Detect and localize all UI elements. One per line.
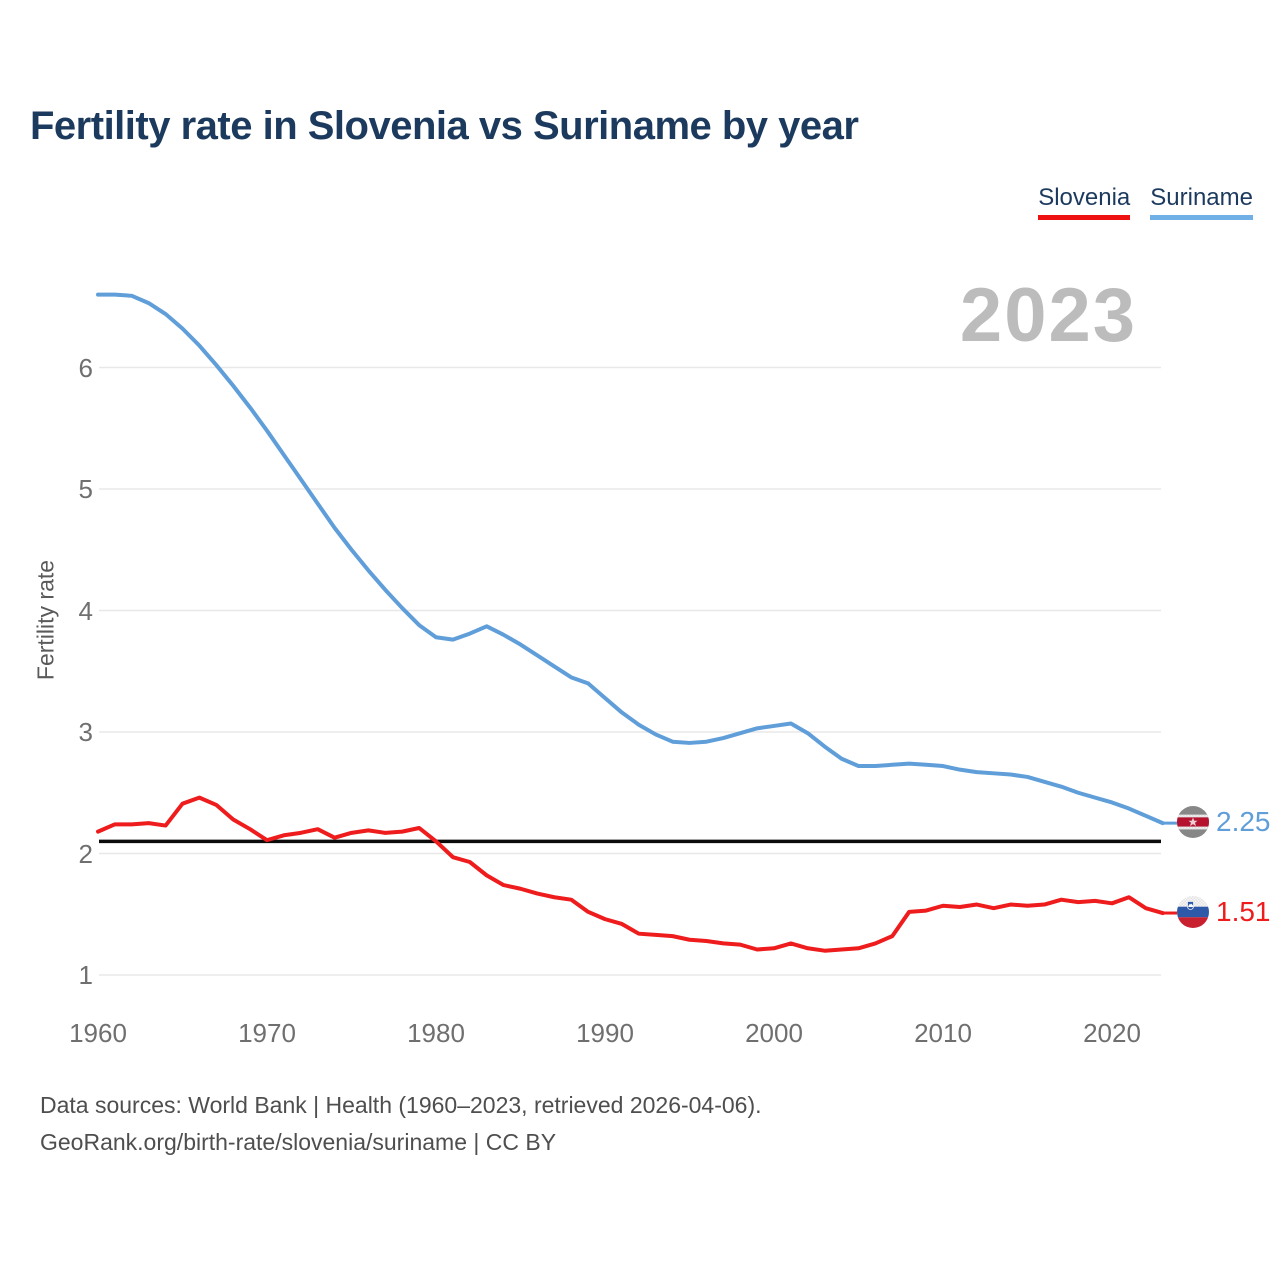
footer-attribution-line: GeoRank.org/birth-rate/slovenia/suriname… (40, 1129, 557, 1155)
x-tick-label: 2010 (914, 1018, 972, 1048)
y-tick-label: 3 (78, 717, 93, 747)
x-tick-label: 2000 (745, 1018, 803, 1048)
y-tick-label: 4 (78, 595, 93, 626)
watermark-year: 2023 (959, 273, 1137, 358)
slovenia-line (96, 795, 1165, 953)
suriname-line (96, 292, 1165, 826)
suriname-flag-icon (1177, 806, 1209, 838)
legend-item-slovenia[interactable]: Slovenia (1038, 184, 1131, 220)
legend: Slovenia Suriname (1038, 184, 1253, 220)
slovenia-coat-of-arms (1187, 901, 1194, 910)
y-tick-label: 6 (78, 352, 93, 383)
end-label-slovenia: 1.51 (1177, 896, 1271, 928)
footer-sources-line: Data sources: World Bank | Health (1960–… (40, 1092, 762, 1118)
x-tick-label: 2020 (1083, 1018, 1141, 1048)
x-tick-label: 1990 (576, 1018, 634, 1048)
slovenia-flag-icon (1177, 896, 1209, 928)
footer: Data sources: World Bank | Health (1960–… (40, 1087, 762, 1161)
end-value-suriname: 2.25 (1216, 806, 1271, 837)
x-tick-label: 1960 (69, 1018, 127, 1048)
legend-item-suriname[interactable]: Suriname (1150, 184, 1253, 220)
y-tick-label: 5 (78, 474, 93, 504)
y-tick-label: 2 (78, 838, 93, 869)
end-label-suriname: 2.25 (1177, 806, 1271, 838)
x-tick-label: 1980 (407, 1018, 465, 1048)
page-title: Fertility rate in Slovenia vs Suriname b… (30, 104, 859, 148)
suriname-star (1188, 817, 1198, 827)
y-tick-label: 1 (78, 960, 93, 990)
end-value-slovenia: 1.51 (1216, 896, 1271, 927)
x-tick-label: 1970 (238, 1018, 296, 1048)
